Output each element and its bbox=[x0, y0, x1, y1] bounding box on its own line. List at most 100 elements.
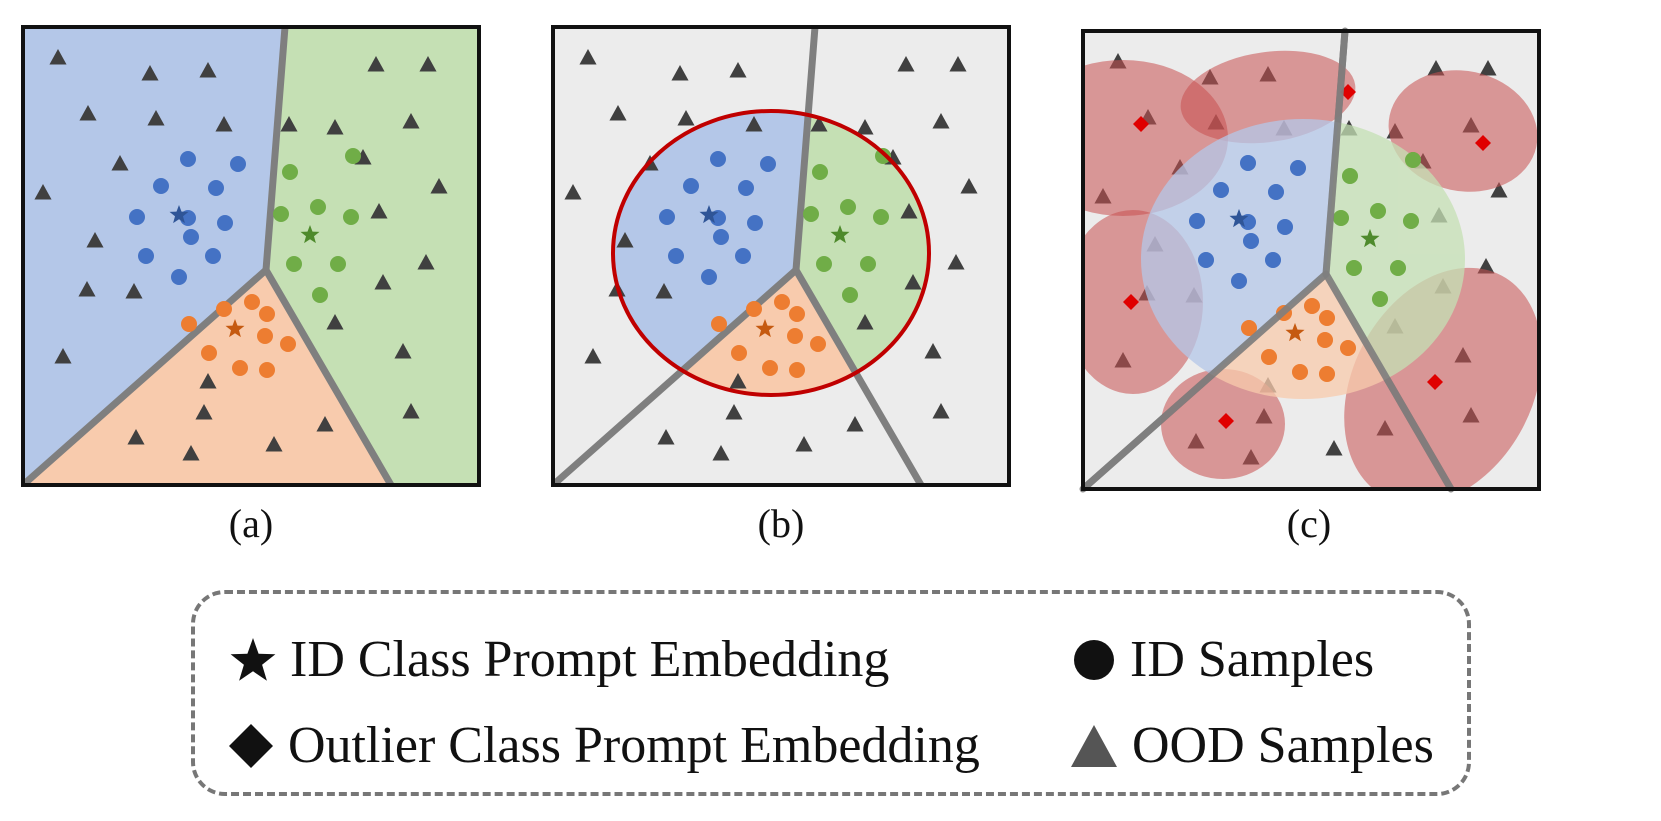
id-sample-orange bbox=[1317, 332, 1333, 348]
id-sample-orange bbox=[232, 360, 248, 376]
id-sample-green bbox=[1342, 168, 1358, 184]
id-sample-blue bbox=[1290, 160, 1306, 176]
id-sample-green bbox=[812, 164, 828, 180]
panel-b bbox=[551, 25, 1011, 487]
ood-sample bbox=[960, 178, 978, 194]
ood-sample bbox=[86, 232, 104, 248]
ood-sample bbox=[655, 283, 673, 299]
boundary-line bbox=[1322, 270, 1455, 493]
id-sample-orange bbox=[762, 360, 778, 376]
ood-sample bbox=[856, 314, 874, 330]
id-sample-green bbox=[330, 256, 346, 272]
diamond-icon bbox=[229, 724, 273, 768]
ood-sample bbox=[394, 343, 412, 359]
ood-sample bbox=[947, 254, 965, 270]
id-sample-orange bbox=[711, 316, 727, 332]
id-sample-orange bbox=[259, 306, 275, 322]
id-sample-blue bbox=[217, 215, 233, 231]
id-sample-blue bbox=[138, 248, 154, 264]
panel-frame bbox=[551, 25, 1011, 487]
panel-caption-c: (c) bbox=[1287, 501, 1331, 546]
id-sample-green bbox=[1403, 213, 1419, 229]
id-sample-blue bbox=[230, 156, 246, 172]
id-sample-blue bbox=[760, 156, 776, 172]
id-sample-green bbox=[1333, 210, 1349, 226]
id-sample-orange bbox=[1261, 349, 1277, 365]
id-prompt-star-blue bbox=[169, 205, 189, 224]
legend-box bbox=[191, 590, 1471, 796]
ood-sample bbox=[677, 110, 695, 126]
id-sample-blue bbox=[183, 229, 199, 245]
id-prompt-star-green bbox=[300, 225, 320, 244]
id-prompt-star-blue bbox=[1229, 209, 1249, 228]
id-sample-green bbox=[273, 206, 289, 222]
id-sample-blue bbox=[1277, 219, 1293, 235]
circle-icon bbox=[1074, 640, 1114, 680]
id-sample-orange bbox=[789, 362, 805, 378]
legend-item-id-samples: ID Samples bbox=[1070, 634, 1374, 686]
ood-sample bbox=[609, 105, 627, 121]
ood-sample bbox=[1490, 182, 1508, 198]
ood-sample bbox=[900, 203, 918, 219]
id-sample-orange bbox=[789, 306, 805, 322]
id-sample-blue bbox=[747, 215, 763, 231]
ood-sample bbox=[54, 348, 72, 364]
ood-sample bbox=[564, 184, 582, 200]
legend-label-id-prompt: ID Class Prompt Embedding bbox=[290, 631, 890, 688]
ood-sample bbox=[195, 404, 213, 420]
ood-sample bbox=[182, 445, 200, 461]
id-sample-green bbox=[873, 209, 889, 225]
boundary-line bbox=[262, 27, 289, 274]
id-sample-green bbox=[1390, 260, 1406, 276]
id-sample-blue bbox=[1268, 184, 1284, 200]
ood-sample bbox=[584, 348, 602, 364]
id-sample-blue bbox=[738, 180, 754, 196]
id-sample-orange bbox=[1340, 340, 1356, 356]
ood-sample bbox=[199, 373, 217, 389]
id-sample-orange bbox=[1304, 298, 1320, 314]
ood-sample bbox=[402, 403, 420, 419]
id-sample-blue bbox=[171, 269, 187, 285]
ood-sample bbox=[141, 65, 159, 81]
ood-sample bbox=[579, 49, 597, 65]
id-sample-blue bbox=[710, 151, 726, 167]
id-sample-orange bbox=[787, 328, 803, 344]
id-prompt-star-orange bbox=[1285, 323, 1305, 342]
legend-item-ood-samples: OOD Samples bbox=[1068, 720, 1434, 772]
id-prompt-star-blue bbox=[699, 205, 719, 224]
id-sample-blue bbox=[205, 248, 221, 264]
ood-sample bbox=[367, 56, 385, 72]
ood-sample bbox=[326, 119, 344, 135]
id-sample-blue bbox=[735, 248, 751, 264]
ood-sample bbox=[79, 105, 97, 121]
id-sample-orange bbox=[1319, 310, 1335, 326]
id-sample-blue bbox=[1231, 273, 1247, 289]
id-sample-orange bbox=[810, 336, 826, 352]
id-sample-orange bbox=[774, 294, 790, 310]
outlier-prompt-diamond bbox=[1475, 135, 1491, 151]
legend-label-id-samples: ID Samples bbox=[1130, 631, 1375, 688]
id-sample-green bbox=[842, 287, 858, 303]
id-sample-green bbox=[282, 164, 298, 180]
ood-sample bbox=[657, 429, 675, 445]
id-sample-orange bbox=[280, 336, 296, 352]
id-sample-green bbox=[1346, 260, 1362, 276]
id-sample-orange bbox=[1319, 366, 1335, 382]
id-sample-blue bbox=[1243, 233, 1259, 249]
panel-caption-b: (b) bbox=[758, 501, 805, 546]
id-sample-orange bbox=[181, 316, 197, 332]
id-sample-green bbox=[310, 199, 326, 215]
id-sample-blue bbox=[701, 269, 717, 285]
panel-frame bbox=[21, 25, 481, 487]
boundary-line bbox=[792, 27, 819, 274]
star-icon bbox=[230, 638, 276, 681]
region-green bbox=[1326, 119, 1465, 399]
ood-sample bbox=[616, 232, 634, 248]
ood-sample bbox=[745, 116, 763, 132]
ood-sample bbox=[1427, 60, 1445, 76]
id-sample-blue bbox=[713, 229, 729, 245]
ood-sample bbox=[215, 116, 233, 132]
ood-sample bbox=[280, 116, 298, 132]
ood-sample bbox=[34, 184, 52, 200]
